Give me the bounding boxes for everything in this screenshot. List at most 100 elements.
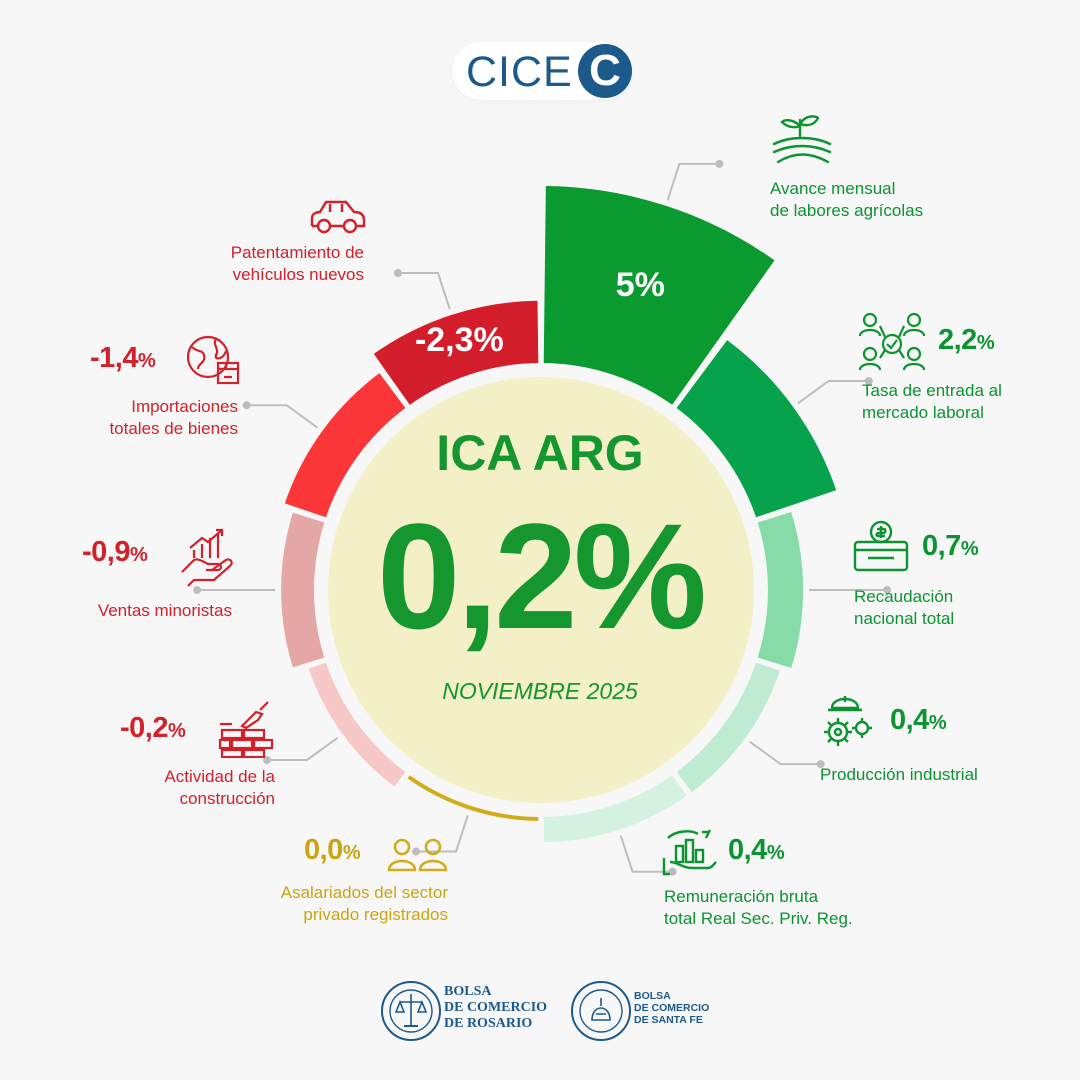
globe-box-icon	[186, 335, 240, 385]
chart-segment	[308, 662, 406, 787]
leader-line	[666, 162, 720, 201]
value-industrial-number: 0,4	[890, 704, 929, 736]
chart-segments	[281, 186, 837, 843]
value-minoristas-pct: %	[129, 544, 148, 566]
label-agro-line1: Avance mensual	[770, 179, 896, 198]
bcr-name: BOLSA DE COMERCIO DE ROSARIO	[444, 984, 547, 1032]
hand-chart-icon	[662, 829, 717, 876]
label-agro: Avance mensual de labores agrícolas	[770, 178, 923, 222]
bcr-line3: DE ROSARIO	[444, 1016, 533, 1031]
value-industrial: 0,4%	[890, 704, 947, 737]
center-date: NOVIEMBRE 2025	[442, 678, 638, 704]
value-construccion-number: -0,2	[120, 712, 168, 744]
two-people-icon	[387, 838, 448, 872]
label-recaudacion: Recaudación nacional total	[854, 586, 954, 630]
bcsf-line2: DE COMERCIO	[634, 1002, 710, 1014]
label-patentamiento-line2: vehículos nuevos	[232, 265, 364, 284]
center-title: ICA ARG	[436, 425, 644, 481]
leader-line	[797, 379, 869, 405]
leader-dot	[864, 376, 873, 385]
bcsf-line1: BOLSA	[634, 990, 671, 1002]
value-laboral-number: 2,2	[938, 324, 977, 356]
label-importaciones-line1: Importaciones	[131, 397, 238, 416]
bcr-seal-icon	[381, 981, 441, 1041]
center-value: 0,2%	[377, 492, 707, 660]
leader-dot	[394, 269, 403, 278]
label-asalariados-line1: Asalariados del sector	[280, 883, 448, 902]
label-importaciones: Importaciones totales de bienes	[60, 396, 238, 440]
label-laboral-line1: Tasa de entrada al	[862, 381, 1002, 400]
label-importaciones-line2: totales de bienes	[109, 419, 238, 438]
value-construccion-pct: %	[167, 720, 186, 742]
label-construccion: Actividad de la construcción	[120, 766, 275, 810]
leader-line	[246, 404, 318, 429]
value-remuneracion-pct: %	[766, 842, 785, 864]
center-disc	[328, 377, 754, 803]
hand-growth-icon	[181, 528, 233, 587]
label-recaudacion-line2: nacional total	[854, 609, 955, 628]
leader-line	[619, 835, 673, 873]
logo-letter: C	[578, 44, 632, 98]
bcsf-seal-icon	[571, 981, 631, 1041]
leader-dot	[715, 159, 724, 168]
chart-segment	[676, 340, 837, 518]
bcr-line2: DE COMERCIO	[444, 1000, 548, 1015]
value-importaciones-pct: %	[137, 350, 156, 372]
value-industrial-pct: %	[928, 712, 947, 734]
label-remuneracion-line2: total Real Sec. Priv. Reg.	[664, 909, 853, 928]
value-asalariados-number: 0,0	[304, 834, 343, 866]
value-recaudacion: 0,7%	[922, 530, 979, 563]
leader-line	[749, 740, 821, 766]
value-laboral-pct: %	[976, 332, 995, 354]
label-industrial-line1: Producción industrial	[820, 765, 978, 784]
chart-segment	[543, 775, 687, 843]
value-recaudacion-number: 0,7	[922, 530, 961, 562]
label-remuneracion: Remuneración bruta total Real Sec. Priv.…	[664, 886, 853, 930]
value-remuneracion: 0,4%	[728, 834, 785, 867]
value-recaudacion-pct: %	[960, 538, 979, 560]
bcsf-line3: DE SANTA FE	[634, 1014, 703, 1026]
label-recaudacion-line1: Recaudación	[854, 587, 954, 606]
gears-helmet-icon	[824, 696, 872, 746]
label-laboral: Tasa de entrada al mercado laboral	[862, 380, 1002, 424]
value-asalariados: 0,0%	[304, 834, 361, 867]
plant-field-icon	[772, 115, 832, 164]
leader-dot	[242, 401, 251, 410]
leader-line	[398, 272, 451, 310]
value-importaciones: -1,4%	[90, 342, 156, 375]
chart-segment	[543, 186, 775, 405]
label-agro-line2: de labores agrícolas	[770, 201, 924, 220]
leader-dot	[816, 760, 825, 769]
segment-value-label: 5%	[616, 266, 665, 304]
leader-dot	[193, 586, 202, 594]
label-asalariados-line2: privado registrados	[303, 905, 448, 924]
value-importaciones-number: -1,4	[90, 342, 138, 374]
label-minoristas: Ventas minoristas	[40, 600, 232, 622]
label-construccion-line1: Actividad de la	[164, 767, 275, 786]
value-minoristas: -0,9%	[82, 536, 148, 569]
value-construccion: -0,2%	[120, 712, 186, 745]
label-minoristas-line1: Ventas minoristas	[97, 601, 232, 620]
value-laboral: 2,2%	[938, 324, 995, 357]
leader-dot	[412, 847, 421, 856]
leader-dot	[668, 867, 677, 876]
bcsf-name: BOLSA DE COMERCIO DE SANTA FE	[634, 990, 709, 1026]
label-industrial: Producción industrial	[820, 764, 978, 786]
bcr-line1: BOLSA	[444, 984, 492, 999]
logo-text: CICE	[466, 48, 573, 96]
chart-segment	[373, 300, 539, 405]
segment-value-label: -2,3%	[415, 321, 504, 359]
bricks-trowel-icon	[218, 701, 274, 758]
label-patentamiento-line1: Patentamiento de	[230, 243, 364, 262]
label-laboral-line2: mercado laboral	[862, 403, 984, 422]
label-remuneracion-line1: Remuneración bruta	[664, 887, 819, 906]
label-patentamiento: Patentamiento de vehículos nuevos	[190, 242, 364, 286]
value-minoristas-number: -0,9	[82, 536, 130, 568]
people-network-icon	[858, 312, 926, 371]
value-remuneracion-number: 0,4	[728, 834, 767, 866]
label-asalariados: Asalariados del sector privado registrad…	[240, 882, 448, 926]
label-construccion-line2: construcción	[179, 789, 275, 808]
leader-line	[267, 736, 339, 761]
leader-dot	[883, 586, 892, 594]
